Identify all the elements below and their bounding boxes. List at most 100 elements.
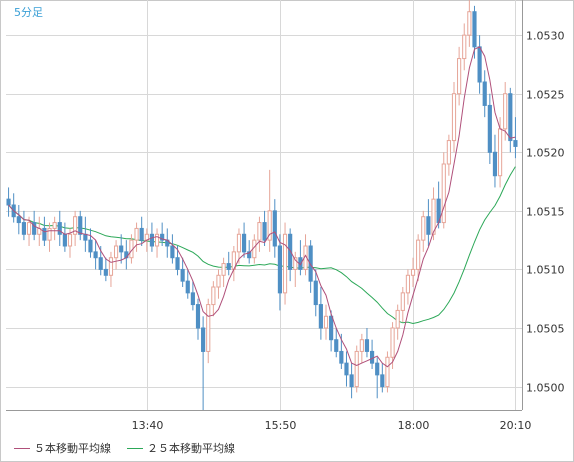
candle-body [236,233,242,253]
candle [293,251,298,287]
candle-series [6,0,518,410]
candle [344,351,349,387]
candle [267,169,272,252]
candle-body [32,222,37,235]
candle [236,228,242,264]
candle-body [88,239,93,253]
candle [277,234,283,311]
candle-body [52,222,57,229]
candle [37,216,42,246]
candle-body [492,151,498,177]
candle [165,228,170,258]
candle-body [267,210,272,241]
candle [385,351,390,393]
candle-body [369,350,375,364]
candle [349,363,354,399]
candle-body [426,216,431,235]
candle-body [313,280,318,306]
candle [175,246,180,276]
candle-body [472,11,477,48]
candle [508,87,513,153]
candle-body [497,128,503,177]
candle-body [272,210,277,247]
candle [513,117,518,159]
candle-body [395,309,400,329]
candle-body [344,362,349,376]
candle [441,152,446,229]
timeframe-label: 5分足 [14,6,43,19]
candle [416,234,421,282]
candle [185,269,190,299]
candle-body [282,233,288,294]
candle-body [329,315,334,341]
candle [78,210,83,241]
candle [124,240,129,270]
candle [329,310,334,352]
candle [421,210,426,252]
candle-body [277,245,283,294]
candle [354,345,359,393]
candle-body [78,216,83,235]
candle-body [139,227,144,241]
candle [73,210,78,246]
candle [170,234,175,264]
candle [93,240,98,270]
candle-body [400,292,405,311]
candle [241,222,247,258]
candle-body [323,315,329,329]
candle-body [57,222,62,235]
candle-body [349,374,354,388]
candle [313,269,318,317]
candle-body [73,216,78,235]
candle-body [47,227,52,241]
candle [462,23,467,71]
y-tick-label: 1.0530 [526,30,565,43]
candle [57,210,62,246]
candle-body [359,339,364,352]
candle-body [257,222,262,241]
candle [195,298,201,340]
x-tick-label: 18:00 [398,419,430,432]
candle-body [482,81,487,106]
candle-body [247,251,252,259]
candle [467,0,472,47]
candle-body [98,257,103,270]
y-axis-labels: 1.0500 1.0505 1.0510 1.0515 1.0520 1.0525 1.05… [526,30,565,395]
candle [211,281,216,317]
candle [359,333,364,364]
y-tick-label: 1.0525 [526,89,565,102]
candle [119,234,124,264]
candle [257,216,262,252]
candle-body [487,104,492,153]
x-axis-labels: 13:40 15:50 18:00 20:10 [132,419,532,432]
candle [375,357,380,399]
candle [298,240,303,276]
legend: ５本移動平均線 ２５本移動平均線 [14,440,251,456]
candle-body [457,58,462,95]
candle [16,205,21,235]
grid [6,0,522,410]
candle-body [441,163,446,224]
legend-swatch-ma5 [14,447,30,449]
candle-body [42,227,47,241]
candle [201,316,206,410]
candle-body [185,280,190,294]
y-tick-label: 1.0510 [526,264,565,277]
candle [308,240,313,293]
candle [52,216,57,241]
candle [134,222,139,252]
candle [288,228,293,282]
candle-body [180,268,185,282]
candle [262,210,267,246]
candle [451,82,457,153]
candle [62,222,67,252]
candle-body [103,268,108,276]
candle-body [334,339,339,352]
candle [11,193,16,223]
candle-body [364,339,370,352]
candle-body [503,93,508,130]
candle [334,328,339,358]
candle-body [221,263,226,276]
candle [160,222,165,246]
